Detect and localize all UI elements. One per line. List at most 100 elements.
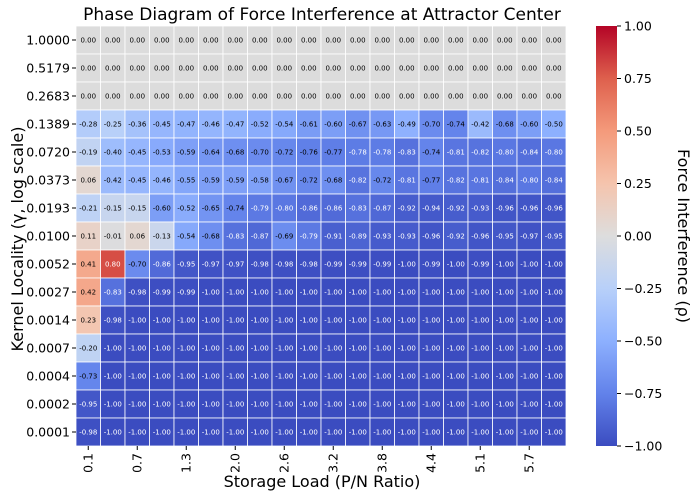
- cell-label: -0.15: [104, 205, 122, 213]
- cell-label: -1.00: [104, 373, 122, 381]
- cell-label: -0.59: [177, 149, 195, 157]
- cell-label: 0.00: [472, 65, 488, 73]
- heatmap-cell: [345, 305, 371, 335]
- y-tick-label: 0.0052: [26, 257, 70, 272]
- cell-label: 0.00: [301, 93, 317, 101]
- heatmap-cell: [173, 221, 199, 251]
- heatmap-cell: [394, 81, 420, 111]
- heatmap-cell: [443, 137, 469, 167]
- cell-label: -0.80: [496, 149, 514, 157]
- heatmap-cell: [418, 389, 444, 419]
- heatmap-cell: [443, 333, 469, 363]
- cell-label: 0.00: [203, 37, 219, 45]
- heatmap-cell: [100, 25, 126, 55]
- heatmap-cell: [247, 221, 273, 251]
- heatmap-cell: [296, 25, 322, 55]
- cell-label: -1.00: [226, 289, 244, 297]
- cell-label: -0.79: [300, 233, 318, 241]
- cell-label: -0.98: [300, 261, 318, 269]
- colorbar-tick-label: 0.75: [624, 71, 652, 86]
- heatmap-cell: [124, 165, 150, 195]
- cell-label: 0.00: [105, 65, 121, 73]
- cell-label: -0.47: [177, 121, 195, 129]
- colorbar-tick-label: −0.50: [624, 334, 662, 349]
- cell-label: -0.93: [398, 233, 416, 241]
- cell-label: -1.00: [545, 373, 563, 381]
- heatmap-cell: [516, 277, 542, 307]
- cell-label: -0.83: [349, 205, 367, 213]
- cell-label: 0.00: [227, 65, 243, 73]
- cell-label: -0.97: [520, 233, 538, 241]
- cell-label: -1.00: [496, 429, 514, 437]
- cell-label: -1.00: [275, 289, 293, 297]
- cell-label: -0.96: [545, 205, 564, 213]
- heatmap-cell: [100, 81, 126, 111]
- cell-label: 0.00: [399, 93, 415, 101]
- cell-label: -1.00: [349, 401, 367, 409]
- cell-label: 0.06: [129, 233, 145, 241]
- cell-label: -0.52: [177, 205, 195, 213]
- cell-label: -0.54: [275, 121, 294, 129]
- cell-label: -1.00: [226, 373, 244, 381]
- cell-label: -1.00: [398, 373, 416, 381]
- cell-label: -0.50: [545, 121, 563, 129]
- heatmap-cell: [271, 333, 297, 363]
- heatmap-cell: [443, 221, 469, 251]
- cell-label: 0.00: [227, 37, 243, 45]
- heatmap-cell: [345, 417, 371, 447]
- heatmap-cell: [222, 277, 248, 307]
- heatmap-cell: [345, 109, 371, 139]
- heatmap-cell: [198, 193, 224, 223]
- cell-label: -0.46: [202, 121, 221, 129]
- heatmap-cell: [418, 165, 444, 195]
- cell-label: -0.92: [447, 233, 465, 241]
- heatmap-cell: [247, 165, 273, 195]
- cell-label: -1.00: [251, 373, 269, 381]
- cell-label: 0.00: [374, 93, 390, 101]
- cell-label: -0.74: [447, 121, 466, 129]
- cell-label: -1.00: [177, 317, 195, 325]
- cell-label: -0.98: [251, 261, 269, 269]
- cell-label: 0.00: [129, 65, 145, 73]
- cell-label: -0.94: [422, 205, 441, 213]
- cell-label: -1.00: [300, 373, 318, 381]
- cell-label: -1.00: [422, 373, 440, 381]
- heatmap-cell: [320, 193, 346, 223]
- heatmap-cell: [247, 417, 273, 447]
- heatmap-cell: [418, 221, 444, 251]
- cell-label: 0.00: [546, 65, 562, 73]
- cell-label: -1.00: [300, 429, 318, 437]
- cell-label: -1.00: [324, 289, 342, 297]
- cell-label: -0.95: [545, 233, 563, 241]
- cell-label: -0.67: [349, 121, 367, 129]
- cell-label: -0.80: [275, 205, 293, 213]
- heatmap-cell: [516, 417, 542, 447]
- cell-label: -1.00: [398, 289, 416, 297]
- heatmap-cell: [394, 333, 420, 363]
- cell-label: -1.00: [324, 345, 342, 353]
- cell-label: -0.60: [324, 121, 342, 129]
- cell-label: 0.00: [301, 37, 317, 45]
- cell-label: 0.00: [374, 37, 390, 45]
- heatmap-cell: [100, 53, 126, 83]
- cell-label: 0.41: [80, 261, 96, 269]
- cell-label: -1.00: [226, 401, 244, 409]
- cell-label: -1.00: [471, 345, 489, 353]
- heatmap-cell: [516, 25, 542, 55]
- heatmap-cell: [296, 165, 322, 195]
- cell-label: 0.00: [546, 37, 562, 45]
- cell-label: -1.00: [275, 345, 293, 353]
- cell-label: -1.00: [520, 261, 538, 269]
- heatmap-cell: [516, 305, 542, 335]
- colorbar: 1.00 0.75 0.50 0.25 0.00 −0.25 −0.50 −0.75 −1.00: [596, 19, 662, 454]
- cell-label: 0.00: [423, 37, 439, 45]
- cell-label: -0.99: [177, 289, 195, 297]
- cell-label: 0.00: [252, 37, 268, 45]
- cell-label: -0.82: [471, 149, 489, 157]
- heatmap-cell: [271, 277, 297, 307]
- cell-label: 0.00: [521, 37, 537, 45]
- cell-label: -0.87: [373, 205, 391, 213]
- cell-label: 0.00: [276, 37, 292, 45]
- cell-label: 0.00: [203, 65, 219, 73]
- heatmap-cell: [541, 137, 567, 167]
